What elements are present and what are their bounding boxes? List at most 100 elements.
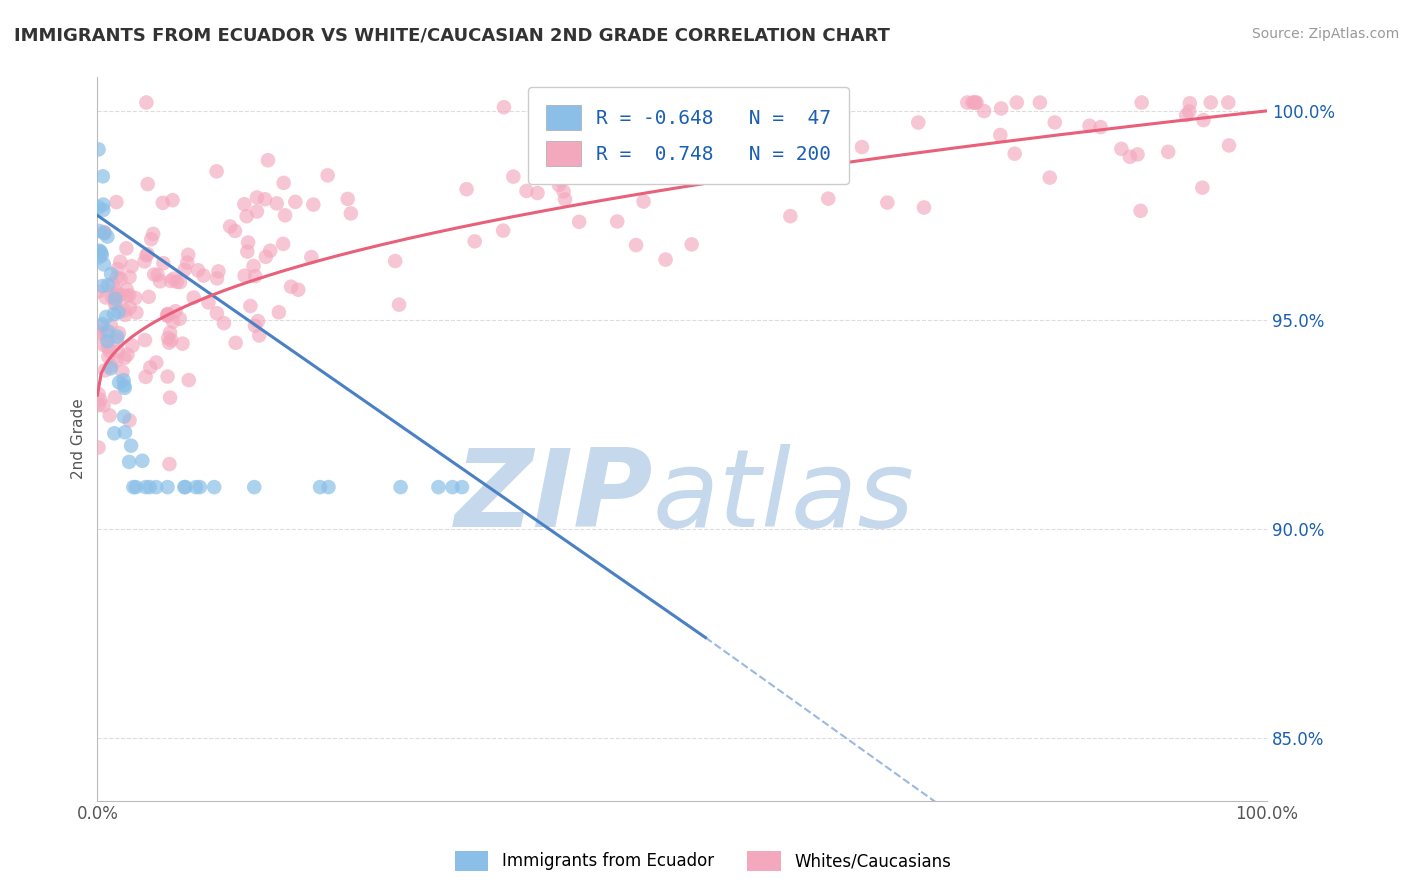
Point [1129,203,1152,218]
Point [90,246,112,260]
Point [141,232,163,246]
Point [177,248,200,262]
Point [336,192,359,206]
Point [197,295,219,310]
Point [1043,115,1066,129]
Point [246,204,269,219]
Point [110,254,132,268]
Point [768,95,790,110]
Point [136,247,159,261]
Point [101,290,124,304]
Point [695,126,717,140]
Point [212,316,235,330]
Point [118,270,141,285]
Point [91,202,114,217]
Point [101,277,124,291]
Point [246,190,269,204]
Point [172,336,194,351]
Point [612,153,634,167]
Point [624,238,647,252]
Point [157,335,180,350]
Point [246,314,269,328]
Point [87,387,110,401]
Point [219,219,242,234]
Point [173,480,195,494]
Point [114,351,136,365]
Point [965,95,987,110]
Point [990,102,1012,116]
Point [122,480,145,494]
Point [103,307,125,321]
Point [115,283,138,297]
Point [156,308,179,322]
Point [973,104,995,119]
Point [87,251,110,265]
Point [114,308,136,322]
Point [105,288,128,302]
Point [159,326,181,340]
Point [104,390,127,404]
Point [966,95,988,110]
Point [125,480,148,494]
Point [253,192,276,206]
Point [207,264,229,278]
Point [118,455,141,469]
Point [963,95,986,110]
Point [1218,95,1240,110]
Point [554,192,576,206]
Point [112,378,135,392]
Point [1191,180,1213,194]
Point [817,192,839,206]
Point [100,359,122,373]
Point [100,361,122,376]
Point [93,338,115,352]
Point [389,480,412,494]
Point [104,287,127,301]
Point [225,335,247,350]
Point [1078,119,1101,133]
Point [1157,145,1180,159]
Point [157,331,180,345]
Point [163,271,186,285]
Point [162,193,184,207]
Point [165,304,187,318]
Point [87,244,110,258]
Point [121,339,143,353]
Point [193,268,215,283]
Point [235,209,257,223]
Point [299,250,322,264]
Point [1090,120,1112,134]
Point [87,325,110,339]
Point [91,197,114,211]
Point [1004,146,1026,161]
Point [105,353,128,368]
Point [239,299,262,313]
Point [187,263,209,277]
Point [1192,113,1215,128]
Point [205,306,228,320]
Point [98,344,121,359]
Point [135,248,157,262]
Point [159,457,181,471]
Point [388,298,411,312]
Point [427,480,450,494]
Point [242,259,264,273]
Point [202,480,225,494]
Point [93,399,115,413]
Point [105,333,128,347]
Point [114,303,136,318]
Point [100,267,122,281]
Point [1005,95,1028,110]
Point [169,311,191,326]
Y-axis label: 2nd Grade: 2nd Grade [72,399,86,479]
Point [254,250,277,264]
Point [166,275,188,289]
Point [105,195,128,210]
Point [526,186,548,200]
Point [160,274,183,288]
Point [131,454,153,468]
Point [243,480,266,494]
Point [205,271,228,285]
Point [135,95,157,110]
Point [441,480,464,494]
